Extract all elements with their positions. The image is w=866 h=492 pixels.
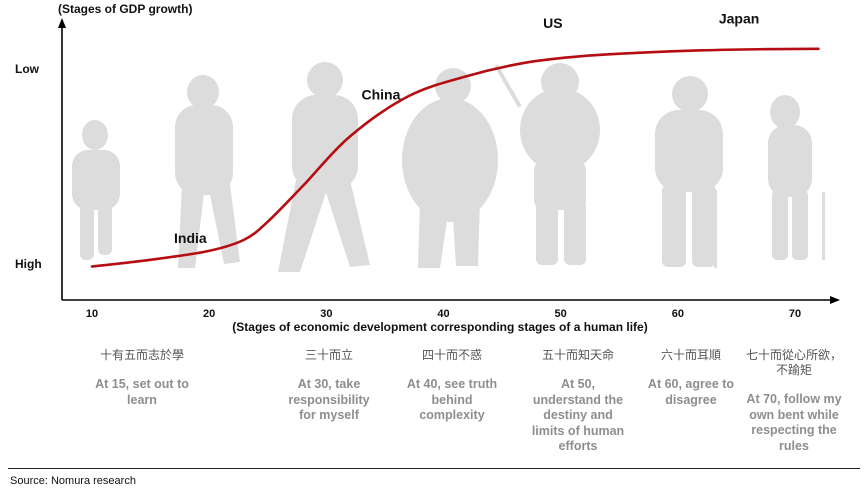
- country-label-japan: Japan: [719, 10, 759, 26]
- source-note: Source: Nomura research: [10, 475, 136, 487]
- x-tick-label: 10: [86, 308, 98, 320]
- child-silhouette: [72, 120, 120, 260]
- country-label-india: India: [174, 230, 207, 246]
- y-label-high: High: [15, 257, 42, 271]
- life-stage-caption: 七十而從心所欲， 不踰矩 At 70, follow my own bent whil…: [742, 348, 846, 454]
- axes: [58, 18, 840, 304]
- x-tick-label: 40: [437, 308, 449, 320]
- y-axis-title: (Stages of GDP growth): [58, 2, 192, 16]
- x-tick-label: 20: [203, 308, 215, 320]
- middle-age-silhouette: [402, 68, 498, 268]
- life-stage-chinese: 不踰矩: [775, 363, 812, 377]
- chart-area: (Stages of GDP growth) Low High 10 20 30 40…: [15, 2, 840, 334]
- life-stage-chinese: 七十而從心所欲，: [745, 348, 842, 362]
- life-stage-caption: 六十而耳順 At 60, agree to disagree: [636, 348, 746, 408]
- life-stage-chinese: 五十而知天命: [541, 348, 614, 362]
- life-stage-caption: 三十而立 At 30, take responsibility for myself: [274, 348, 384, 424]
- life-stage-caption: 十有五而志於學 At 15, set out to learn: [77, 348, 207, 408]
- life-stage-chinese: 六十而耳順: [660, 348, 721, 362]
- life-stage-chinese: 四十而不惑: [421, 348, 482, 362]
- senior-silhouette: [655, 76, 723, 268]
- country-labels: India China US Japan: [174, 10, 759, 246]
- gdp-growth-curve: [90, 47, 820, 268]
- x-axis-arrow: [830, 296, 840, 304]
- life-stage-caption: 五十而知天命 At 50, understand the destiny and lim…: [523, 348, 633, 455]
- x-tick-labels: 10 20 30 40 50 60 70: [86, 308, 801, 320]
- life-stage-chinese: 十有五而志於學: [99, 348, 184, 362]
- elder-silhouette: [768, 95, 825, 260]
- y-label-low: Low: [15, 62, 40, 76]
- life-stage-english: At 40, see truth behind complexity: [406, 377, 498, 422]
- life-stage-english: At 15, set out to learn: [95, 377, 189, 407]
- life-stage-english: At 30, take responsibility for myself: [288, 377, 370, 422]
- x-tick-label: 30: [320, 308, 332, 320]
- y-axis-arrow: [58, 18, 66, 28]
- country-label-china: China: [361, 86, 400, 102]
- country-label-us: US: [543, 15, 562, 31]
- x-tick-label: 60: [672, 308, 684, 320]
- young-adult-silhouette: [278, 62, 370, 272]
- x-tick-label: 70: [789, 308, 801, 320]
- life-stage-english: At 70, follow my own bent while respecting…: [746, 392, 842, 453]
- mature-silhouette: [494, 63, 600, 265]
- life-stage-english: At 60, agree to disagree: [647, 377, 735, 407]
- life-stage-chinese: 三十而立: [304, 348, 353, 362]
- x-tick-label: 50: [555, 308, 567, 320]
- x-axis-title: (Stages of economic development correspo…: [232, 320, 647, 334]
- life-stage-caption: 四十而不惑 At 40, see truth behind complexity: [397, 348, 507, 424]
- footer-divider: [8, 468, 860, 469]
- life-stage-english: At 50, understand the destiny and limits of…: [531, 377, 625, 453]
